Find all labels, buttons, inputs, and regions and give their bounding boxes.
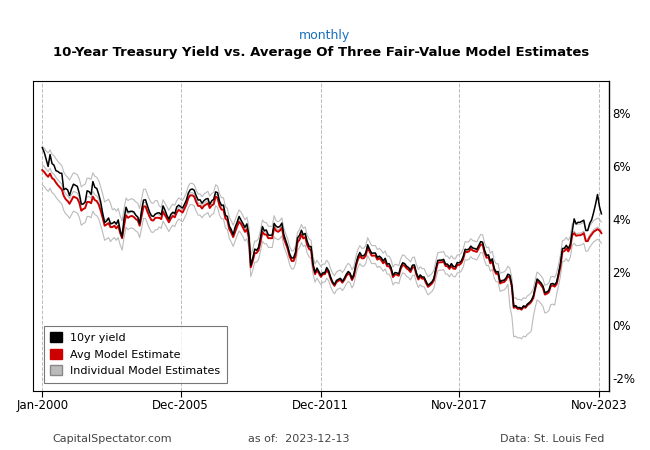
Title: 10-Year Treasury Yield vs. Average Of Three Fair-Value Model Estimates: 10-Year Treasury Yield vs. Average Of Th… <box>53 46 589 59</box>
Text: CapitalSpectator.com: CapitalSpectator.com <box>52 434 172 444</box>
Legend: 10yr yield, Avg Model Estimate, Individual Model Estimates: 10yr yield, Avg Model Estimate, Individu… <box>44 326 228 382</box>
Text: Data: St. Louis Fed: Data: St. Louis Fed <box>500 434 604 444</box>
Text: as of:  2023-12-13: as of: 2023-12-13 <box>248 434 350 444</box>
Text: monthly: monthly <box>300 29 350 42</box>
